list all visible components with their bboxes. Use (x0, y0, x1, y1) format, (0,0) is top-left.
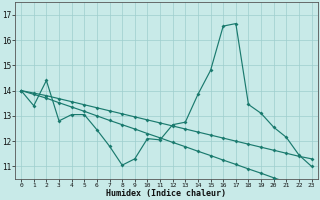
X-axis label: Humidex (Indice chaleur): Humidex (Indice chaleur) (106, 189, 226, 198)
